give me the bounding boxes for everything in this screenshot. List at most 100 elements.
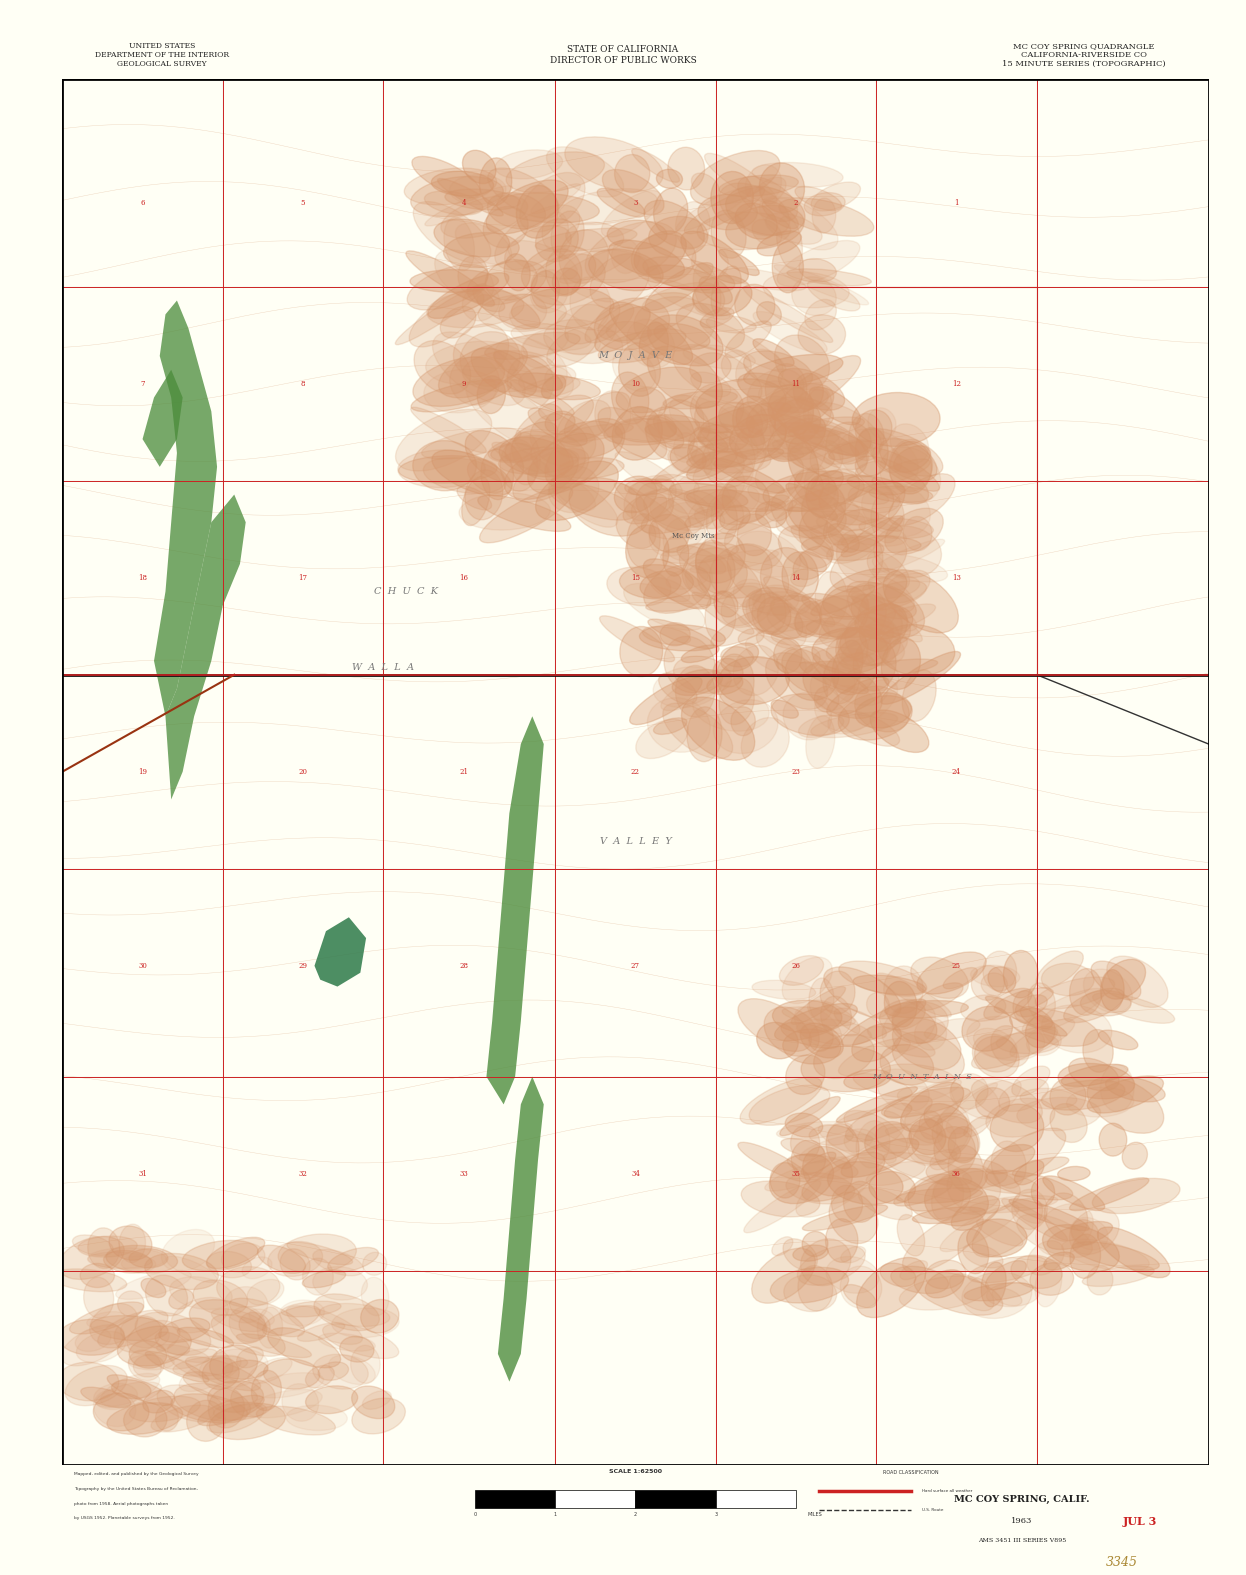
Ellipse shape (688, 485, 759, 529)
Ellipse shape (690, 372, 730, 397)
Ellipse shape (854, 638, 896, 691)
Text: 3345: 3345 (1105, 1556, 1138, 1569)
Ellipse shape (1073, 1241, 1159, 1271)
Ellipse shape (839, 428, 918, 488)
Ellipse shape (1099, 1123, 1126, 1156)
Ellipse shape (427, 272, 508, 318)
Ellipse shape (695, 380, 786, 427)
Ellipse shape (632, 233, 697, 284)
Ellipse shape (885, 1000, 968, 1017)
Ellipse shape (158, 1318, 211, 1342)
Ellipse shape (876, 1123, 961, 1164)
Text: SCALE 1:62500: SCALE 1:62500 (609, 1469, 662, 1474)
Ellipse shape (826, 534, 877, 564)
Ellipse shape (907, 1118, 956, 1166)
Ellipse shape (594, 307, 650, 353)
Bar (715, 287, 1037, 674)
Ellipse shape (764, 430, 840, 457)
Ellipse shape (782, 693, 831, 740)
Text: by USGS 1952. Planetable surveys from 1952.: by USGS 1952. Planetable surveys from 19… (74, 1517, 174, 1520)
Ellipse shape (844, 1181, 877, 1222)
Ellipse shape (495, 150, 563, 180)
Ellipse shape (506, 151, 604, 192)
Text: 14: 14 (791, 573, 800, 581)
Ellipse shape (969, 1195, 1058, 1213)
Ellipse shape (700, 320, 786, 372)
Ellipse shape (949, 1074, 988, 1109)
Text: STATE OF CALIFORNIA
DIRECTOR OF PUBLIC WORKS: STATE OF CALIFORNIA DIRECTOR OF PUBLIC W… (549, 46, 697, 65)
Ellipse shape (628, 479, 674, 496)
Ellipse shape (685, 509, 723, 528)
Ellipse shape (424, 458, 505, 493)
Ellipse shape (782, 1240, 817, 1271)
Ellipse shape (897, 1088, 958, 1117)
Ellipse shape (93, 1383, 137, 1410)
Ellipse shape (223, 1361, 268, 1380)
Ellipse shape (759, 197, 839, 250)
Ellipse shape (507, 241, 577, 279)
Ellipse shape (199, 1348, 268, 1388)
Ellipse shape (117, 1292, 143, 1317)
Ellipse shape (866, 992, 890, 1017)
Ellipse shape (664, 400, 710, 443)
Ellipse shape (543, 320, 623, 364)
Ellipse shape (892, 1002, 948, 1044)
Ellipse shape (211, 1315, 285, 1356)
Ellipse shape (462, 351, 556, 392)
Ellipse shape (107, 1375, 173, 1405)
Ellipse shape (785, 594, 810, 614)
Ellipse shape (278, 1233, 356, 1273)
Ellipse shape (564, 137, 663, 192)
Ellipse shape (608, 241, 684, 279)
Ellipse shape (650, 498, 690, 534)
Ellipse shape (991, 1104, 1044, 1151)
Ellipse shape (75, 1328, 111, 1351)
Ellipse shape (559, 247, 634, 284)
Ellipse shape (744, 1181, 821, 1233)
Ellipse shape (787, 269, 871, 285)
Ellipse shape (1070, 1217, 1108, 1251)
Text: 25: 25 (952, 962, 961, 970)
Ellipse shape (820, 972, 855, 1014)
Ellipse shape (649, 502, 708, 556)
Ellipse shape (679, 543, 761, 606)
Ellipse shape (736, 531, 801, 576)
Ellipse shape (127, 1320, 179, 1354)
Ellipse shape (653, 414, 677, 436)
Ellipse shape (768, 606, 830, 643)
Ellipse shape (908, 1175, 971, 1219)
Polygon shape (498, 1077, 543, 1381)
Ellipse shape (837, 509, 878, 531)
Text: 35: 35 (791, 1170, 800, 1178)
Ellipse shape (802, 1147, 852, 1195)
Ellipse shape (939, 1205, 1019, 1252)
Ellipse shape (613, 348, 655, 391)
Ellipse shape (186, 1356, 260, 1391)
Ellipse shape (900, 1276, 988, 1310)
Text: 28: 28 (459, 962, 468, 970)
Ellipse shape (745, 635, 806, 676)
Ellipse shape (769, 1154, 834, 1203)
Ellipse shape (454, 324, 508, 376)
Ellipse shape (759, 381, 787, 405)
Ellipse shape (799, 509, 827, 550)
Ellipse shape (880, 438, 937, 480)
Ellipse shape (738, 176, 797, 222)
Ellipse shape (143, 1391, 174, 1413)
Ellipse shape (987, 1282, 1039, 1307)
Ellipse shape (804, 387, 832, 433)
Text: 3: 3 (633, 200, 638, 208)
Ellipse shape (395, 410, 492, 471)
Ellipse shape (313, 1249, 364, 1276)
Ellipse shape (856, 461, 886, 477)
Ellipse shape (441, 195, 527, 238)
Ellipse shape (239, 1312, 270, 1339)
Text: 20: 20 (299, 767, 308, 776)
Text: Mc Coy Mts: Mc Coy Mts (672, 532, 714, 540)
Ellipse shape (1017, 1098, 1100, 1131)
Ellipse shape (796, 389, 829, 410)
Ellipse shape (477, 495, 571, 531)
Ellipse shape (328, 1247, 379, 1273)
Ellipse shape (553, 421, 623, 458)
Ellipse shape (648, 315, 723, 365)
